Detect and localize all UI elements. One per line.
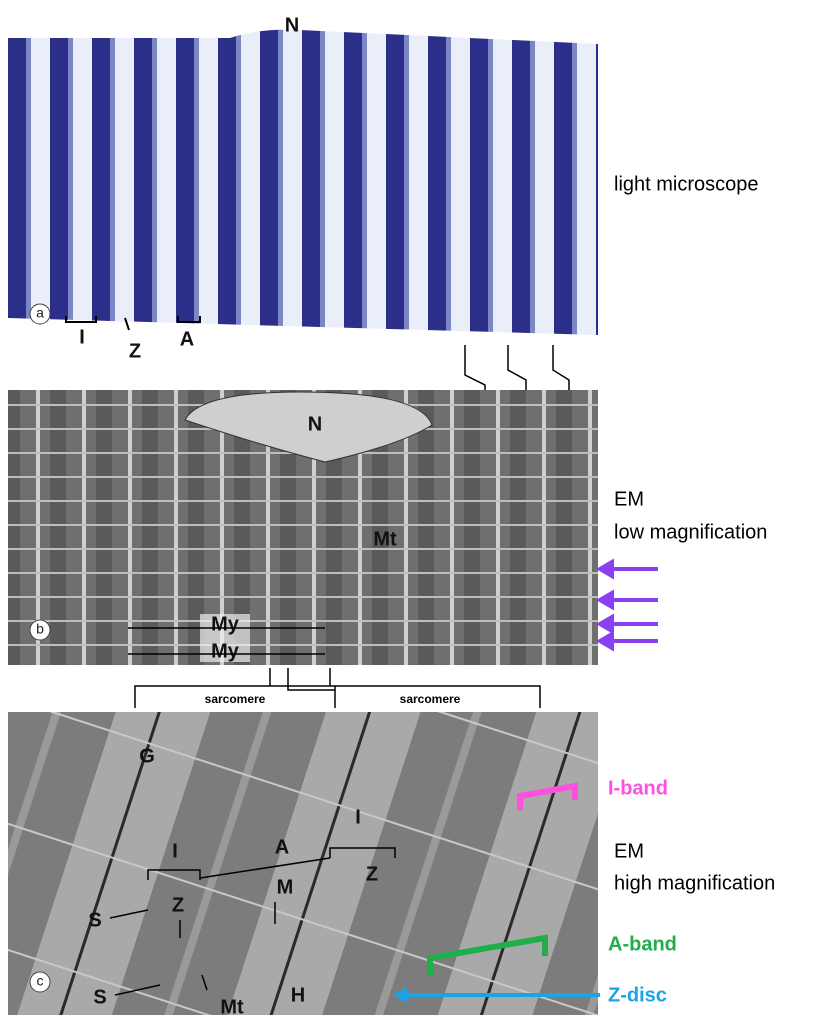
caption: EM	[614, 488, 644, 510]
arrow	[109, 902, 276, 996]
connector	[134, 668, 541, 708]
legend-label: A-band	[608, 933, 677, 955]
label: sarcomere	[400, 692, 461, 706]
label: G	[139, 745, 155, 767]
i-band-bracket	[517, 782, 578, 810]
label: My	[211, 640, 240, 662]
label: Z	[129, 340, 141, 362]
arrow	[128, 627, 325, 655]
label: I	[355, 806, 361, 828]
label: Z	[366, 863, 378, 885]
caption: low magnification	[614, 521, 767, 543]
caption: EM	[614, 840, 644, 862]
legend-label: I-band	[608, 777, 668, 799]
label: Mt	[220, 996, 244, 1018]
panel-label: a	[36, 305, 44, 321]
panel-label: c	[37, 973, 44, 989]
caption: light microscope	[614, 173, 759, 195]
label: N	[308, 413, 322, 435]
panel-badge	[29, 619, 51, 641]
nucleus	[184, 391, 433, 463]
label: sarcomere	[205, 692, 266, 706]
legend-label: Z-disc	[608, 984, 667, 1006]
label: My	[211, 613, 240, 635]
label: N	[285, 14, 299, 36]
label: S	[88, 909, 101, 931]
a-band-bracket	[427, 934, 548, 976]
bracket	[65, 316, 201, 331]
label: I	[79, 326, 85, 348]
label: S	[93, 986, 106, 1008]
light-micrograph	[8, 29, 598, 336]
label: A	[180, 328, 194, 350]
label: Z	[172, 894, 184, 916]
em-high-micrograph	[8, 712, 598, 1015]
label: Mt	[373, 528, 397, 550]
label: H	[291, 984, 305, 1006]
caption: high magnification	[614, 872, 775, 894]
label: I	[172, 840, 178, 862]
purple-arrow	[596, 558, 658, 652]
label: M	[277, 876, 294, 898]
z-disc-arrowhead	[393, 987, 407, 1003]
label: A	[275, 836, 289, 858]
bracket	[147, 847, 396, 880]
panel-badge	[29, 971, 51, 993]
panel-label: b	[36, 621, 44, 637]
panel-badge	[29, 303, 51, 325]
